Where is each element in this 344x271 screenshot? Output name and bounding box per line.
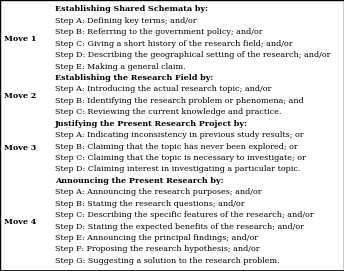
Text: Step E: Making a general claim.: Step E: Making a general claim. [55, 63, 186, 70]
Text: Step E: Announcing the principal findings; and/or: Step E: Announcing the principal finding… [55, 234, 258, 242]
Text: Move 2: Move 2 [4, 92, 37, 100]
Text: Step A: Indicating inconsistency in previous study results; or: Step A: Indicating inconsistency in prev… [55, 131, 304, 139]
Text: Step A: Introducing the actual research topic; and/or: Step A: Introducing the actual research … [55, 85, 271, 93]
Text: Step B: Identifying the research problem or phenomena; and: Step B: Identifying the research problem… [55, 97, 304, 105]
Text: Step C: Describing the specific features of the research; and/or: Step C: Describing the specific features… [55, 211, 314, 219]
Text: Move 4: Move 4 [4, 218, 37, 226]
Text: Step F: Proposing the research hypothesis; and/or: Step F: Proposing the research hypothesi… [55, 246, 260, 253]
Text: Step D: Stating the expected benefits of the research; and/or: Step D: Stating the expected benefits of… [55, 222, 304, 231]
Text: Step A: Defining key terms; and/or: Step A: Defining key terms; and/or [55, 17, 197, 25]
Text: Step C: Reviewing the current knowledge and practice.: Step C: Reviewing the current knowledge … [55, 108, 281, 116]
Text: Announcing the Present Research by:: Announcing the Present Research by: [55, 177, 224, 185]
Text: Establishing Shared Schemata by:: Establishing Shared Schemata by: [55, 5, 208, 14]
Text: Step C: Giving a short history of the research field; and/or: Step C: Giving a short history of the re… [55, 40, 293, 48]
Text: Step D: Claiming interest in investigating a particular topic.: Step D: Claiming interest in investigati… [55, 166, 300, 173]
Text: Step B: Referring to the government policy; and/or: Step B: Referring to the government poli… [55, 28, 263, 36]
Text: Establishing the Research Field by:: Establishing the Research Field by: [55, 74, 213, 82]
Text: Move 1: Move 1 [4, 35, 37, 43]
Text: Step D: Describing the geographical setting of the research; and/or: Step D: Describing the geographical sett… [55, 51, 331, 59]
Text: Step B: Stating the research questions; and/or: Step B: Stating the research questions; … [55, 200, 245, 208]
Text: Step A: Announcing the research purposes; and/or: Step A: Announcing the research purposes… [55, 188, 262, 196]
Text: Justifying the Present Research Project by:: Justifying the Present Research Project … [55, 120, 248, 128]
Text: Step B: Claiming that the topic has never been explored; or: Step B: Claiming that the topic has neve… [55, 143, 298, 151]
Text: Move 3: Move 3 [4, 144, 37, 152]
Text: Step C: Claiming that the topic is necessary to investigate; or: Step C: Claiming that the topic is neces… [55, 154, 306, 162]
Text: Step G: Suggesting a solution to the research problem.: Step G: Suggesting a solution to the res… [55, 257, 280, 265]
